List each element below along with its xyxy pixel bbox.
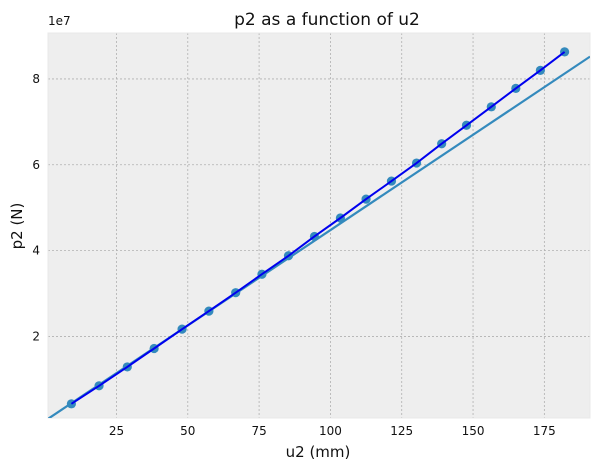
y-axis-ticks: 2 4 6 8 [32, 72, 40, 344]
y-tick-label: 6 [32, 158, 40, 172]
chart-title: p2 as a function of u2 [234, 10, 420, 30]
x-tick-label: 25 [109, 424, 124, 438]
x-tick-label: 125 [390, 424, 413, 438]
x-tick-label: 100 [319, 424, 342, 438]
x-tick-label: 175 [533, 424, 556, 438]
x-tick-label: 75 [251, 424, 266, 438]
y-tick-label: 2 [32, 329, 40, 343]
chart-marks [48, 47, 590, 418]
x-axis-ticks: 25 50 75 100 125 150 175 [109, 424, 556, 438]
axes-frame [47, 32, 591, 419]
x-tick-label: 150 [462, 424, 485, 438]
y-axis-offset-label: 1e7 [48, 14, 71, 28]
fit-line [70, 51, 566, 405]
x-tick-label: 50 [180, 424, 195, 438]
y-tick-label: 4 [32, 244, 40, 258]
grid [48, 33, 590, 418]
y-tick-label: 8 [32, 72, 40, 86]
y-axis-label: p2 (N) [8, 203, 26, 250]
plot-area [48, 33, 590, 418]
x-axis-label: u2 (mm) [286, 443, 351, 461]
axes-border [47, 32, 591, 419]
